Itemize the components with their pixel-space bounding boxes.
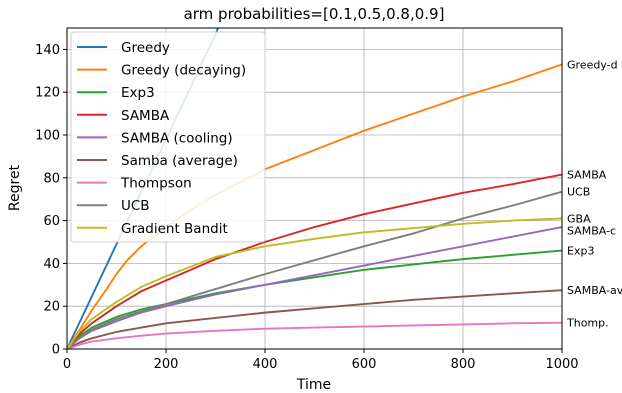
end-label-7: UCB	[567, 186, 590, 199]
end-label-8: GBA	[567, 212, 591, 225]
legend: Greedy Greedy (decaying) Exp3 SAMBA SAMBA (c…	[70, 31, 266, 243]
legend-label-3: SAMBA	[121, 108, 170, 124]
axis-ticks: 0 200 400 600 800 1000 0 20 40 60 80 100 120 140	[35, 43, 578, 372]
end-label-6: Thomp.	[566, 317, 609, 330]
y-tick-label-1: 20	[43, 300, 60, 315]
end-label-1: Greedy-d	[567, 58, 618, 71]
x-tick-label-2: 400	[253, 357, 278, 372]
x-tick-label-0: 0	[63, 357, 71, 372]
end-label-5: SAMBA-av	[567, 284, 622, 297]
end-label-3: SAMBA	[567, 169, 607, 182]
y-tick-label-2: 40	[43, 257, 60, 272]
y-tick-label-4: 80	[43, 171, 60, 186]
series-line-3	[67, 173, 562, 349]
series-line-8	[67, 217, 562, 349]
legend-label-2: Exp3	[121, 85, 155, 101]
series-line-6	[67, 321, 562, 349]
series-line-7	[67, 190, 562, 349]
legend-label-4: SAMBA (cooling)	[121, 130, 233, 146]
x-tick-label-4: 800	[451, 357, 476, 372]
chart-title: arm probabilities=[0.1,0.5,0.8,0.9]	[184, 5, 445, 23]
legend-label-6: Thompson	[120, 176, 192, 192]
y-axis-label: Regret	[7, 164, 23, 211]
x-tick-label-1: 200	[154, 357, 179, 372]
series-line-4	[67, 226, 562, 349]
x-tick-label-3: 600	[352, 357, 377, 372]
legend-label-8: Gradient Bandit	[121, 221, 228, 237]
plot-area-frame	[66, 27, 563, 350]
legend-label-5: Samba (average)	[121, 153, 238, 169]
legend-label-1: Greedy (decaying)	[121, 63, 246, 79]
x-axis-label: Time	[296, 377, 331, 393]
series-line-5	[67, 289, 562, 349]
legend-label-7: UCB	[121, 198, 150, 214]
legend-items: Greedy Greedy (decaying) Exp3 SAMBA SAMBA (c…	[77, 40, 246, 237]
y-tick-label-3: 60	[43, 214, 60, 229]
y-tick-label-0: 0	[52, 343, 60, 358]
end-label-2: Exp3	[567, 245, 594, 258]
y-tick-label-7: 140	[35, 43, 60, 58]
end-label-4: SAMBA-c	[567, 224, 616, 237]
legend-box	[70, 31, 266, 243]
x-tick-label-5: 1000	[545, 357, 578, 372]
legend-label-0: Greedy	[121, 40, 170, 56]
y-tick-label-5: 100	[35, 129, 60, 144]
y-tick-label-6: 120	[35, 86, 60, 101]
